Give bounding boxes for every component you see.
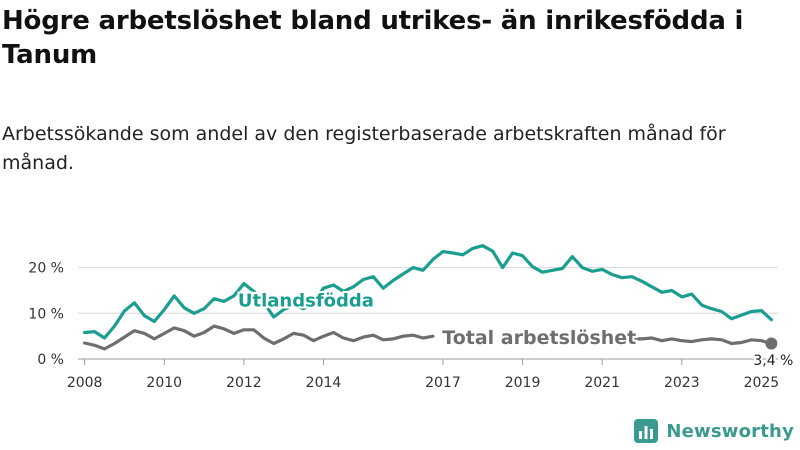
brand-name: Newsworthy [666, 420, 794, 442]
chart-subtitle: Arbetssökande som andel av den registerb… [2, 123, 726, 174]
y-tick-label: 20 % [28, 261, 64, 277]
x-tick-label: 2008 [67, 375, 103, 391]
series-line-total-arbetsloshet-recent [610, 336, 773, 346]
x-tick-label: 2021 [584, 375, 620, 391]
y-tick-label: 10 % [28, 306, 64, 322]
x-tick-label: 2010 [146, 375, 182, 391]
end-value-label: 3,4 % [753, 353, 793, 369]
chart-title: Högre arbetslöshet bland utrikes- än inr… [2, 6, 744, 70]
series-line-utlandsfodda [83, 244, 773, 340]
series-line-total-arbetsloshet [83, 324, 435, 351]
x-tick-label: 2025 [744, 375, 780, 391]
newsworthy-brand[interactable]: Newsworthy [634, 418, 794, 444]
series-label-total-arbetsloshet: Total arbetslöshet [442, 327, 636, 349]
bar-chart-logo-icon [634, 419, 659, 443]
x-tick-label: 2012 [226, 375, 262, 391]
x-tick-label: 2019 [505, 375, 541, 391]
series-label-utlandsfodda: Utlandsfödda [238, 291, 374, 312]
end-point-marker [765, 337, 778, 350]
x-tick-label: 2023 [664, 375, 700, 391]
x-tick-label: 2014 [306, 375, 342, 391]
x-tick-label: 2017 [425, 375, 461, 391]
y-tick-label: 0 % [37, 352, 64, 368]
